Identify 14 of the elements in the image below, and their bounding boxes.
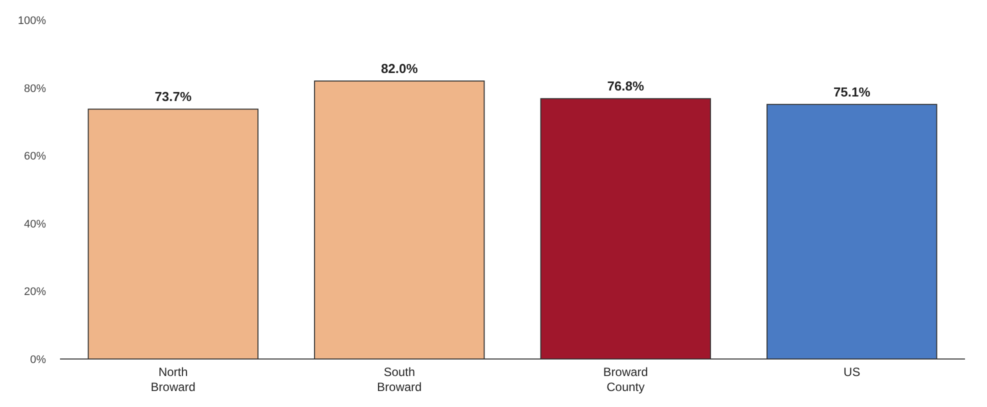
y-tick-label: 20% [24,286,46,298]
y-tick-label: 40% [24,218,46,230]
data-label: 82.0% [380,61,418,76]
x-tick-label: Broward County [603,365,648,394]
data-label: 75.1% [833,84,871,100]
data-label: 73.7% [154,89,192,104]
y-tick-label: 80% [24,82,46,95]
x-tick-label: North Broward [150,365,196,394]
data-label: 76.8% [607,78,644,94]
y-tick-label: 60% [24,150,46,163]
y-tick-label: 0% [30,354,46,366]
x-tick-label: South Broward [377,365,422,394]
y-tick-label: 100% [18,15,46,27]
x-tick-label: US [844,365,860,379]
